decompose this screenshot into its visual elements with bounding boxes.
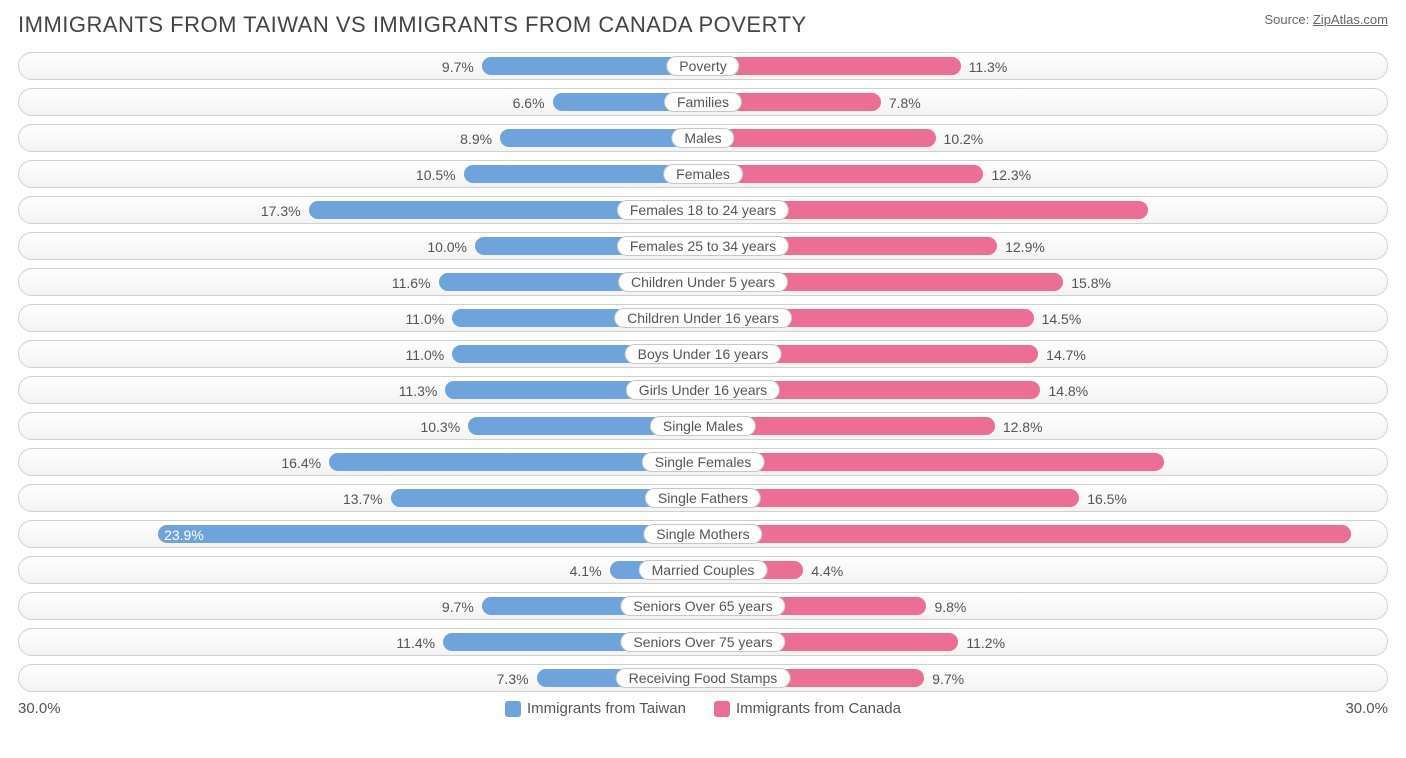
legend-label-left: Immigrants from Taiwan [527, 700, 686, 717]
value-right: 12.3% [991, 161, 1031, 189]
axis-max-right: 30.0% [1345, 700, 1388, 717]
value-right: 12.8% [1003, 413, 1043, 441]
value-right: 9.8% [934, 593, 966, 621]
chart-footer: 30.0% Immigrants from Taiwan Immigrants … [18, 700, 1388, 717]
value-left: 9.7% [442, 53, 474, 81]
chart-row: 23.9%28.4%Single Mothers [18, 520, 1388, 548]
value-right: 11.3% [969, 53, 1008, 81]
chart-row: 8.9% 10.2% Males [18, 124, 1388, 152]
value-right: 28.4% [709, 521, 1345, 549]
value-left: 16.4% [281, 449, 321, 477]
chart-row: 6.6% 7.8% Families [18, 88, 1388, 116]
value-right: 20.2% [709, 449, 1158, 477]
value-left: 7.3% [497, 665, 529, 693]
category-label: Females 18 to 24 years [617, 200, 789, 220]
category-label: Single Females [642, 452, 765, 472]
value-left: 10.3% [420, 413, 460, 441]
value-left: 10.0% [427, 233, 467, 261]
value-right: 10.2% [944, 125, 984, 153]
value-left: 11.6% [392, 269, 431, 297]
value-left: 9.7% [442, 593, 474, 621]
chart-row: 13.7% 16.5% Single Fathers [18, 484, 1388, 512]
category-label: Females 25 to 34 years [617, 236, 789, 256]
value-right: 12.9% [1005, 233, 1045, 261]
value-left: 11.0% [406, 341, 445, 369]
value-left: 6.6% [513, 89, 545, 117]
diverging-bar-chart: 9.7% 11.3% Poverty 6.6% 7.8% Families 8.9% 10.2… [18, 52, 1388, 692]
value-left: 17.3% [261, 197, 301, 225]
bar-left: 23.9% [158, 525, 703, 543]
legend-swatch-left [505, 701, 521, 717]
category-label: Girls Under 16 years [626, 380, 780, 400]
source-attribution: Source: ZipAtlas.com [1264, 12, 1388, 27]
bar-right: 20.2% [703, 453, 1164, 471]
bar-right [703, 57, 961, 75]
chart-row: 10.0% 12.9% Females 25 to 34 years [18, 232, 1388, 260]
chart-row: 11.3% 14.8% Girls Under 16 years [18, 376, 1388, 404]
chart-title: IMMIGRANTS FROM TAIWAN VS IMMIGRANTS FRO… [18, 12, 807, 38]
value-right: 16.5% [1087, 485, 1127, 513]
category-label: Receiving Food Stamps [616, 668, 791, 688]
value-right: 9.7% [932, 665, 964, 693]
category-label: Families [664, 92, 742, 112]
category-label: Seniors Over 75 years [620, 632, 785, 652]
chart-row: 7.3% 9.7% Receiving Food Stamps [18, 664, 1388, 692]
bar-right: 28.4% [703, 525, 1351, 543]
category-label: Single Males [650, 416, 756, 436]
value-left: 10.5% [416, 161, 456, 189]
value-right: 11.2% [966, 629, 1005, 657]
legend: Immigrants from Taiwan Immigrants from C… [505, 700, 901, 717]
chart-row: 11.0% 14.5% Children Under 16 years [18, 304, 1388, 332]
value-right: 15.8% [1071, 269, 1111, 297]
value-left: 8.9% [460, 125, 492, 153]
value-right: 14.5% [1042, 305, 1082, 333]
bar-right [703, 165, 983, 183]
value-left: 23.9% [164, 521, 697, 549]
chart-row: 16.4% 20.2%Single Females [18, 448, 1388, 476]
value-left: 11.3% [399, 377, 438, 405]
chart-row: 11.6% 15.8% Children Under 5 years [18, 268, 1388, 296]
value-right: 4.4% [811, 557, 843, 585]
source-link[interactable]: ZipAtlas.com [1313, 12, 1388, 27]
category-label: Females [663, 164, 743, 184]
category-label: Single Mothers [643, 524, 762, 544]
category-label: Boys Under 16 years [625, 344, 782, 364]
chart-row: 9.7% 11.3% Poverty [18, 52, 1388, 80]
category-label: Males [671, 128, 734, 148]
chart-row: 10.3% 12.8% Single Males [18, 412, 1388, 440]
header: IMMIGRANTS FROM TAIWAN VS IMMIGRANTS FRO… [18, 12, 1388, 38]
value-left: 13.7% [343, 485, 383, 513]
chart-row: 17.3%19.5%Females 18 to 24 years [18, 196, 1388, 224]
source-prefix: Source: [1264, 12, 1312, 27]
legend-item-left: Immigrants from Taiwan [505, 700, 686, 717]
category-label: Single Fathers [645, 488, 761, 508]
category-label: Children Under 5 years [618, 272, 788, 292]
value-right: 14.7% [1046, 341, 1086, 369]
axis-max-left: 30.0% [18, 700, 61, 717]
value-left: 11.0% [406, 305, 445, 333]
value-left: 4.1% [570, 557, 602, 585]
legend-label-right: Immigrants from Canada [736, 700, 901, 717]
chart-row: 11.0% 14.7% Boys Under 16 years [18, 340, 1388, 368]
category-label: Children Under 16 years [614, 308, 792, 328]
chart-row: 4.1% 4.4% Married Couples [18, 556, 1388, 584]
legend-item-right: Immigrants from Canada [714, 700, 901, 717]
chart-row: 9.7% 9.8% Seniors Over 65 years [18, 592, 1388, 620]
category-label: Seniors Over 65 years [620, 596, 785, 616]
value-right: 7.8% [889, 89, 921, 117]
category-label: Married Couples [639, 560, 768, 580]
legend-swatch-right [714, 701, 730, 717]
category-label: Poverty [666, 56, 739, 76]
value-left: 11.4% [396, 629, 435, 657]
value-right: 14.8% [1048, 377, 1088, 405]
bar-right [703, 129, 936, 147]
chart-row: 10.5% 12.3% Females [18, 160, 1388, 188]
chart-row: 11.4% 11.2% Seniors Over 75 years [18, 628, 1388, 656]
